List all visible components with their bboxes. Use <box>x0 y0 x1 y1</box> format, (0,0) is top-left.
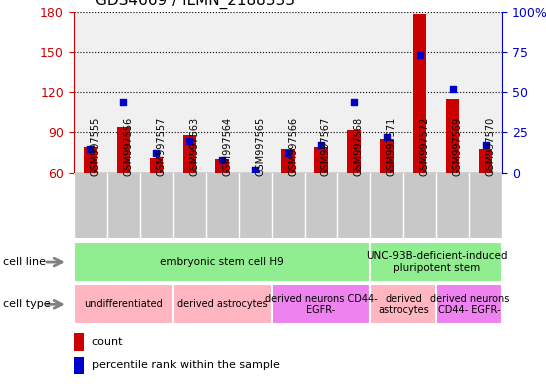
Text: derived neurons CD44-
EGFR-: derived neurons CD44- EGFR- <box>265 293 377 315</box>
Text: derived astrocytes: derived astrocytes <box>177 299 268 310</box>
Bar <box>74 333 84 351</box>
Text: GSM997563: GSM997563 <box>189 117 199 176</box>
Bar <box>347 130 360 173</box>
Text: undifferentiated: undifferentiated <box>84 299 163 310</box>
Text: GSM997570: GSM997570 <box>486 117 496 176</box>
Point <box>86 146 94 152</box>
Point <box>317 142 325 149</box>
Text: GSM997555: GSM997555 <box>90 117 100 176</box>
Point <box>448 86 457 92</box>
Bar <box>436 284 502 324</box>
Text: GSM997557: GSM997557 <box>156 117 166 176</box>
Text: GSM997564: GSM997564 <box>222 117 232 176</box>
Point <box>251 167 259 173</box>
Text: GSM997556: GSM997556 <box>123 117 133 176</box>
Text: UNC-93B-deficient-induced
pluripotent stem: UNC-93B-deficient-induced pluripotent st… <box>366 251 507 273</box>
Text: GDS4669 / ILMN_2188333: GDS4669 / ILMN_2188333 <box>95 0 295 9</box>
Text: percentile rank within the sample: percentile rank within the sample <box>92 360 280 370</box>
Point <box>383 134 391 141</box>
Point <box>218 157 227 163</box>
Bar <box>271 284 370 324</box>
Bar <box>74 242 370 282</box>
Bar <box>173 284 271 324</box>
Point <box>152 151 161 157</box>
Bar <box>150 158 163 173</box>
Bar <box>182 135 195 173</box>
Text: cell type: cell type <box>3 299 50 310</box>
Text: GSM997572: GSM997572 <box>420 117 430 176</box>
Text: derived
astrocytes: derived astrocytes <box>378 293 429 315</box>
Text: count: count <box>92 337 123 347</box>
Point <box>185 137 193 144</box>
Point <box>482 142 490 149</box>
Bar <box>381 139 394 173</box>
Bar <box>74 356 84 374</box>
Text: embryonic stem cell H9: embryonic stem cell H9 <box>160 257 284 267</box>
Bar <box>370 284 436 324</box>
Text: GSM997565: GSM997565 <box>255 117 265 176</box>
Bar <box>216 159 229 173</box>
Bar <box>84 147 97 173</box>
Bar <box>117 127 130 173</box>
Point <box>284 151 293 157</box>
Text: cell line: cell line <box>3 257 46 267</box>
Bar <box>314 147 328 173</box>
Point <box>349 99 358 105</box>
Bar <box>370 242 502 282</box>
Text: GSM997569: GSM997569 <box>453 117 463 176</box>
Bar <box>479 149 492 173</box>
Text: derived neurons
CD44- EGFR-: derived neurons CD44- EGFR- <box>430 293 509 315</box>
Text: GSM997571: GSM997571 <box>387 117 397 176</box>
Text: GSM997568: GSM997568 <box>354 117 364 176</box>
Bar <box>446 99 460 173</box>
Text: GSM997567: GSM997567 <box>321 117 331 176</box>
Point <box>119 99 128 105</box>
Bar <box>413 14 426 173</box>
Point <box>416 52 424 58</box>
Bar <box>281 149 295 173</box>
Text: GSM997566: GSM997566 <box>288 117 298 176</box>
Bar <box>74 284 173 324</box>
